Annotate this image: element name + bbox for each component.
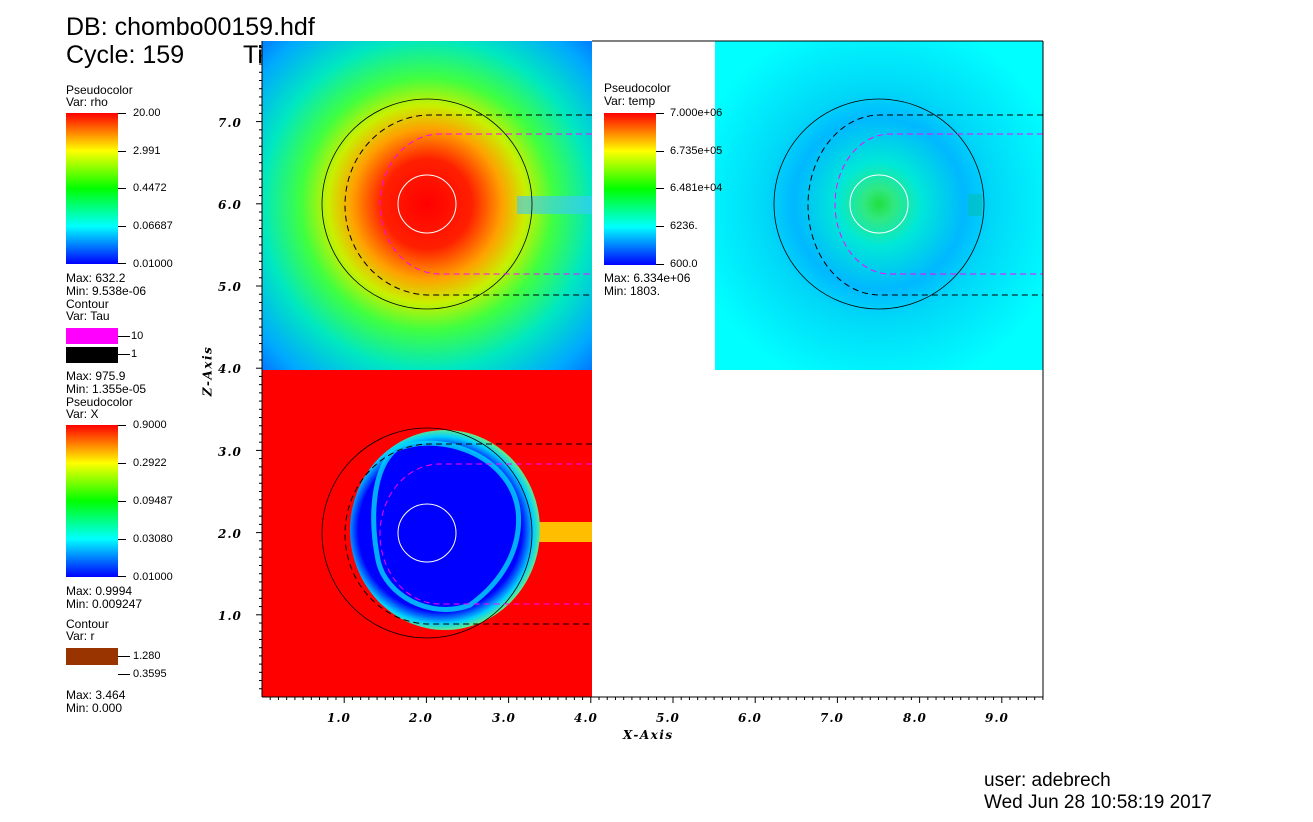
x-tick-label: 5.0 [656,711,680,725]
z-tick-label: 5.0 [218,280,242,294]
z-tick-label: 2.0 [218,527,242,541]
x-tick-label: 6.0 [738,711,762,725]
legend-max: Max: 6.334e+06 [604,271,691,285]
legend-tick-label: 0.3595 [133,668,167,680]
database-title: DB: chombo00159.hdf [66,13,315,41]
legend-type: Pseudocolor [604,81,671,95]
legend-tick-label: 1.280 [133,650,161,662]
legend-var: Var: X [66,407,99,421]
legend-max: Max: 3.464 [66,688,126,702]
legend-min: Min: 1.355e-05 [66,382,147,396]
cycle-label: Cycle: 159 [66,41,185,69]
legend-tick-label: 0.01000 [133,258,173,270]
contour-tau-1 [344,443,592,625]
legend-tick-label: 0.06687 [133,220,173,232]
legend-type: Pseudocolor [66,395,133,409]
contour-swatch [66,328,118,344]
axis-ticks [256,47,1044,703]
color-bar [604,113,656,265]
z-tick-label: 3.0 [218,445,242,459]
contour-r-inner [397,503,457,563]
contour-tau-10 [379,133,592,275]
contour-tau-1 [807,114,1043,296]
color-bar [66,425,118,577]
legend-tick-label: 7.000e+06 [670,107,723,119]
legend-max: Max: 632.2 [66,271,126,285]
legend-var: Var: rho [66,95,108,109]
contour-tau-10 [379,463,592,605]
legend-tick-label: 0.2922 [133,457,167,469]
legend-max: Max: 0.9994 [66,584,133,598]
z-tick-label: 1.0 [218,609,242,623]
legend-type: Contour [66,297,109,311]
contour-r-outer [321,427,533,639]
contour-swatch [66,648,118,665]
z-tick-label: 7.0 [218,116,242,130]
contour-r-inner [397,174,457,234]
contour-r-outer [773,98,985,310]
contour-swatch [66,347,118,363]
legend-tick-label: 20.00 [133,107,161,119]
x-tick-label: 1.0 [327,711,351,725]
x-tick-label: 3.0 [492,711,516,725]
contour-r-outer [321,98,533,310]
z-tick-label: 6.0 [218,198,242,212]
x-tick-label: 4.0 [574,711,598,725]
legend-min: Min: 0.000 [66,701,123,715]
legend-tick-label: 0.9000 [133,419,167,431]
temp-panel [715,41,1043,370]
legend-type: Pseudocolor [66,83,133,97]
z-tick-label: 4.0 [218,362,242,376]
z-axis-title: Z-Axis [200,345,215,397]
color-bar [66,113,118,264]
legend-tick-label: 600.0 [670,258,698,270]
x-tick-label: 2.0 [409,711,433,725]
contour-r-inner [849,174,909,234]
contour-tau-1 [344,114,592,296]
legend-tick-label: 0.4472 [133,182,167,194]
contour-tau-10 [834,133,1043,275]
legend-var: Var: temp [604,94,656,108]
legend-tick-label: 0.01000 [133,571,173,583]
x-axis-title: X-Axis [623,728,674,742]
legend-min: Min: 9.538e-06 [66,284,147,298]
date-label: Wed Jun 28 10:58:19 2017 [984,792,1212,813]
rho-panel [262,41,592,370]
legend-tick-label: 2.991 [133,145,161,157]
x-tick-label: 9.0 [985,711,1009,725]
legend-tick-label: 0.09487 [133,495,173,507]
legend-tick-label: 0.03080 [133,533,173,545]
legend-min: Min: 1803. [604,284,661,298]
legend-var: Var: Tau [66,309,110,323]
x-tick-label: 8.0 [903,711,927,725]
legend-tick-label: 6.481e+04 [670,182,723,194]
x-tick-label: 7.0 [820,711,844,725]
legend-tick-label: 10 [131,330,144,342]
legend-max: Max: 975.9 [66,369,126,383]
legend-tick-label: 6.735e+05 [670,145,723,157]
legend-tick-label: 6236. [670,220,698,232]
legend-type: Contour [66,617,109,631]
legend-tick-label: 1 [131,348,138,360]
legend-min: Min: 0.009247 [66,597,143,611]
legend-var: Var: r [66,629,95,643]
user-label: user: adebrech [984,770,1111,791]
x-panel [262,370,592,697]
